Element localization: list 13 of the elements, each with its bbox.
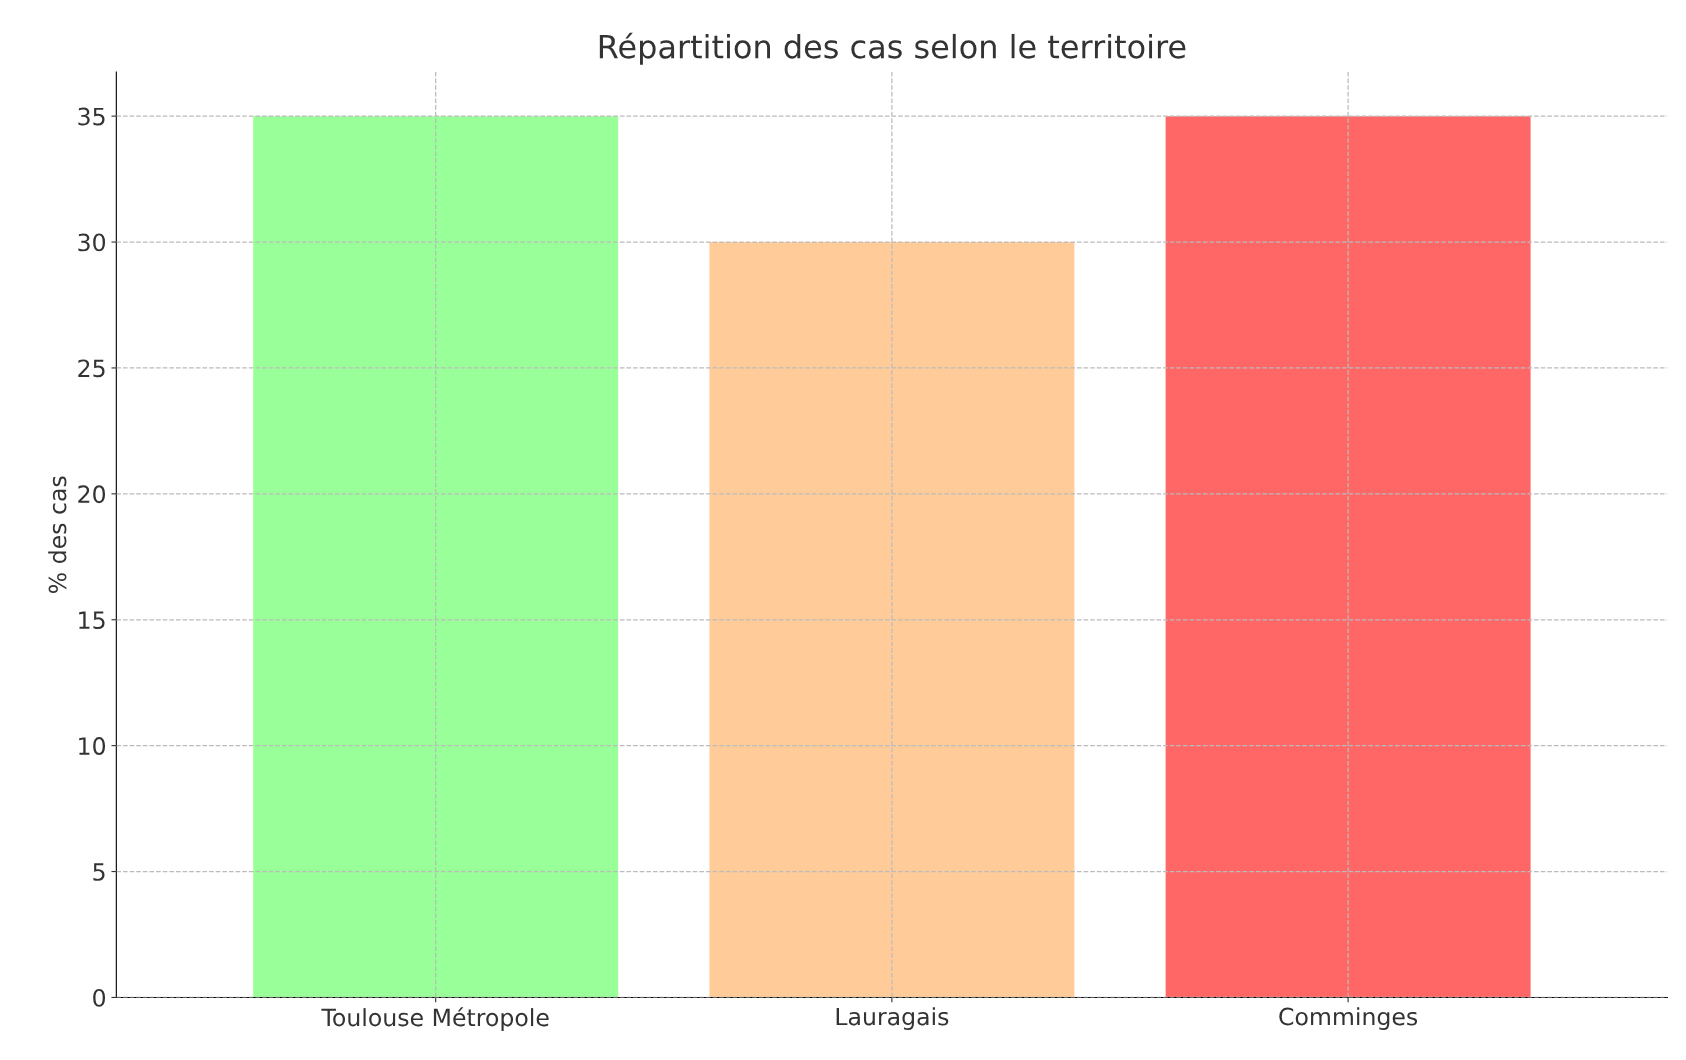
y-tick-label: 25 (78, 359, 105, 378)
y-tick-label: 5 (93, 863, 105, 881)
y-tick-label: 0 (93, 988, 106, 1007)
y-tick-label: 10 (79, 737, 106, 755)
y-tick-label: 35 (78, 107, 105, 126)
y-tick-label: 20 (78, 485, 106, 504)
x-tick-label: Toulouse Métropole (321, 1007, 549, 1031)
y-axis-title: % des cas (48, 476, 67, 593)
y-tick-label: 30 (78, 233, 106, 252)
chart-title: Répartition des cas selon le territoire (599, 32, 1186, 65)
y-tick-label: 15 (79, 611, 105, 630)
x-tick-label: Lauragais (836, 1007, 949, 1031)
x-tick-label: Comminges (1279, 1007, 1418, 1031)
